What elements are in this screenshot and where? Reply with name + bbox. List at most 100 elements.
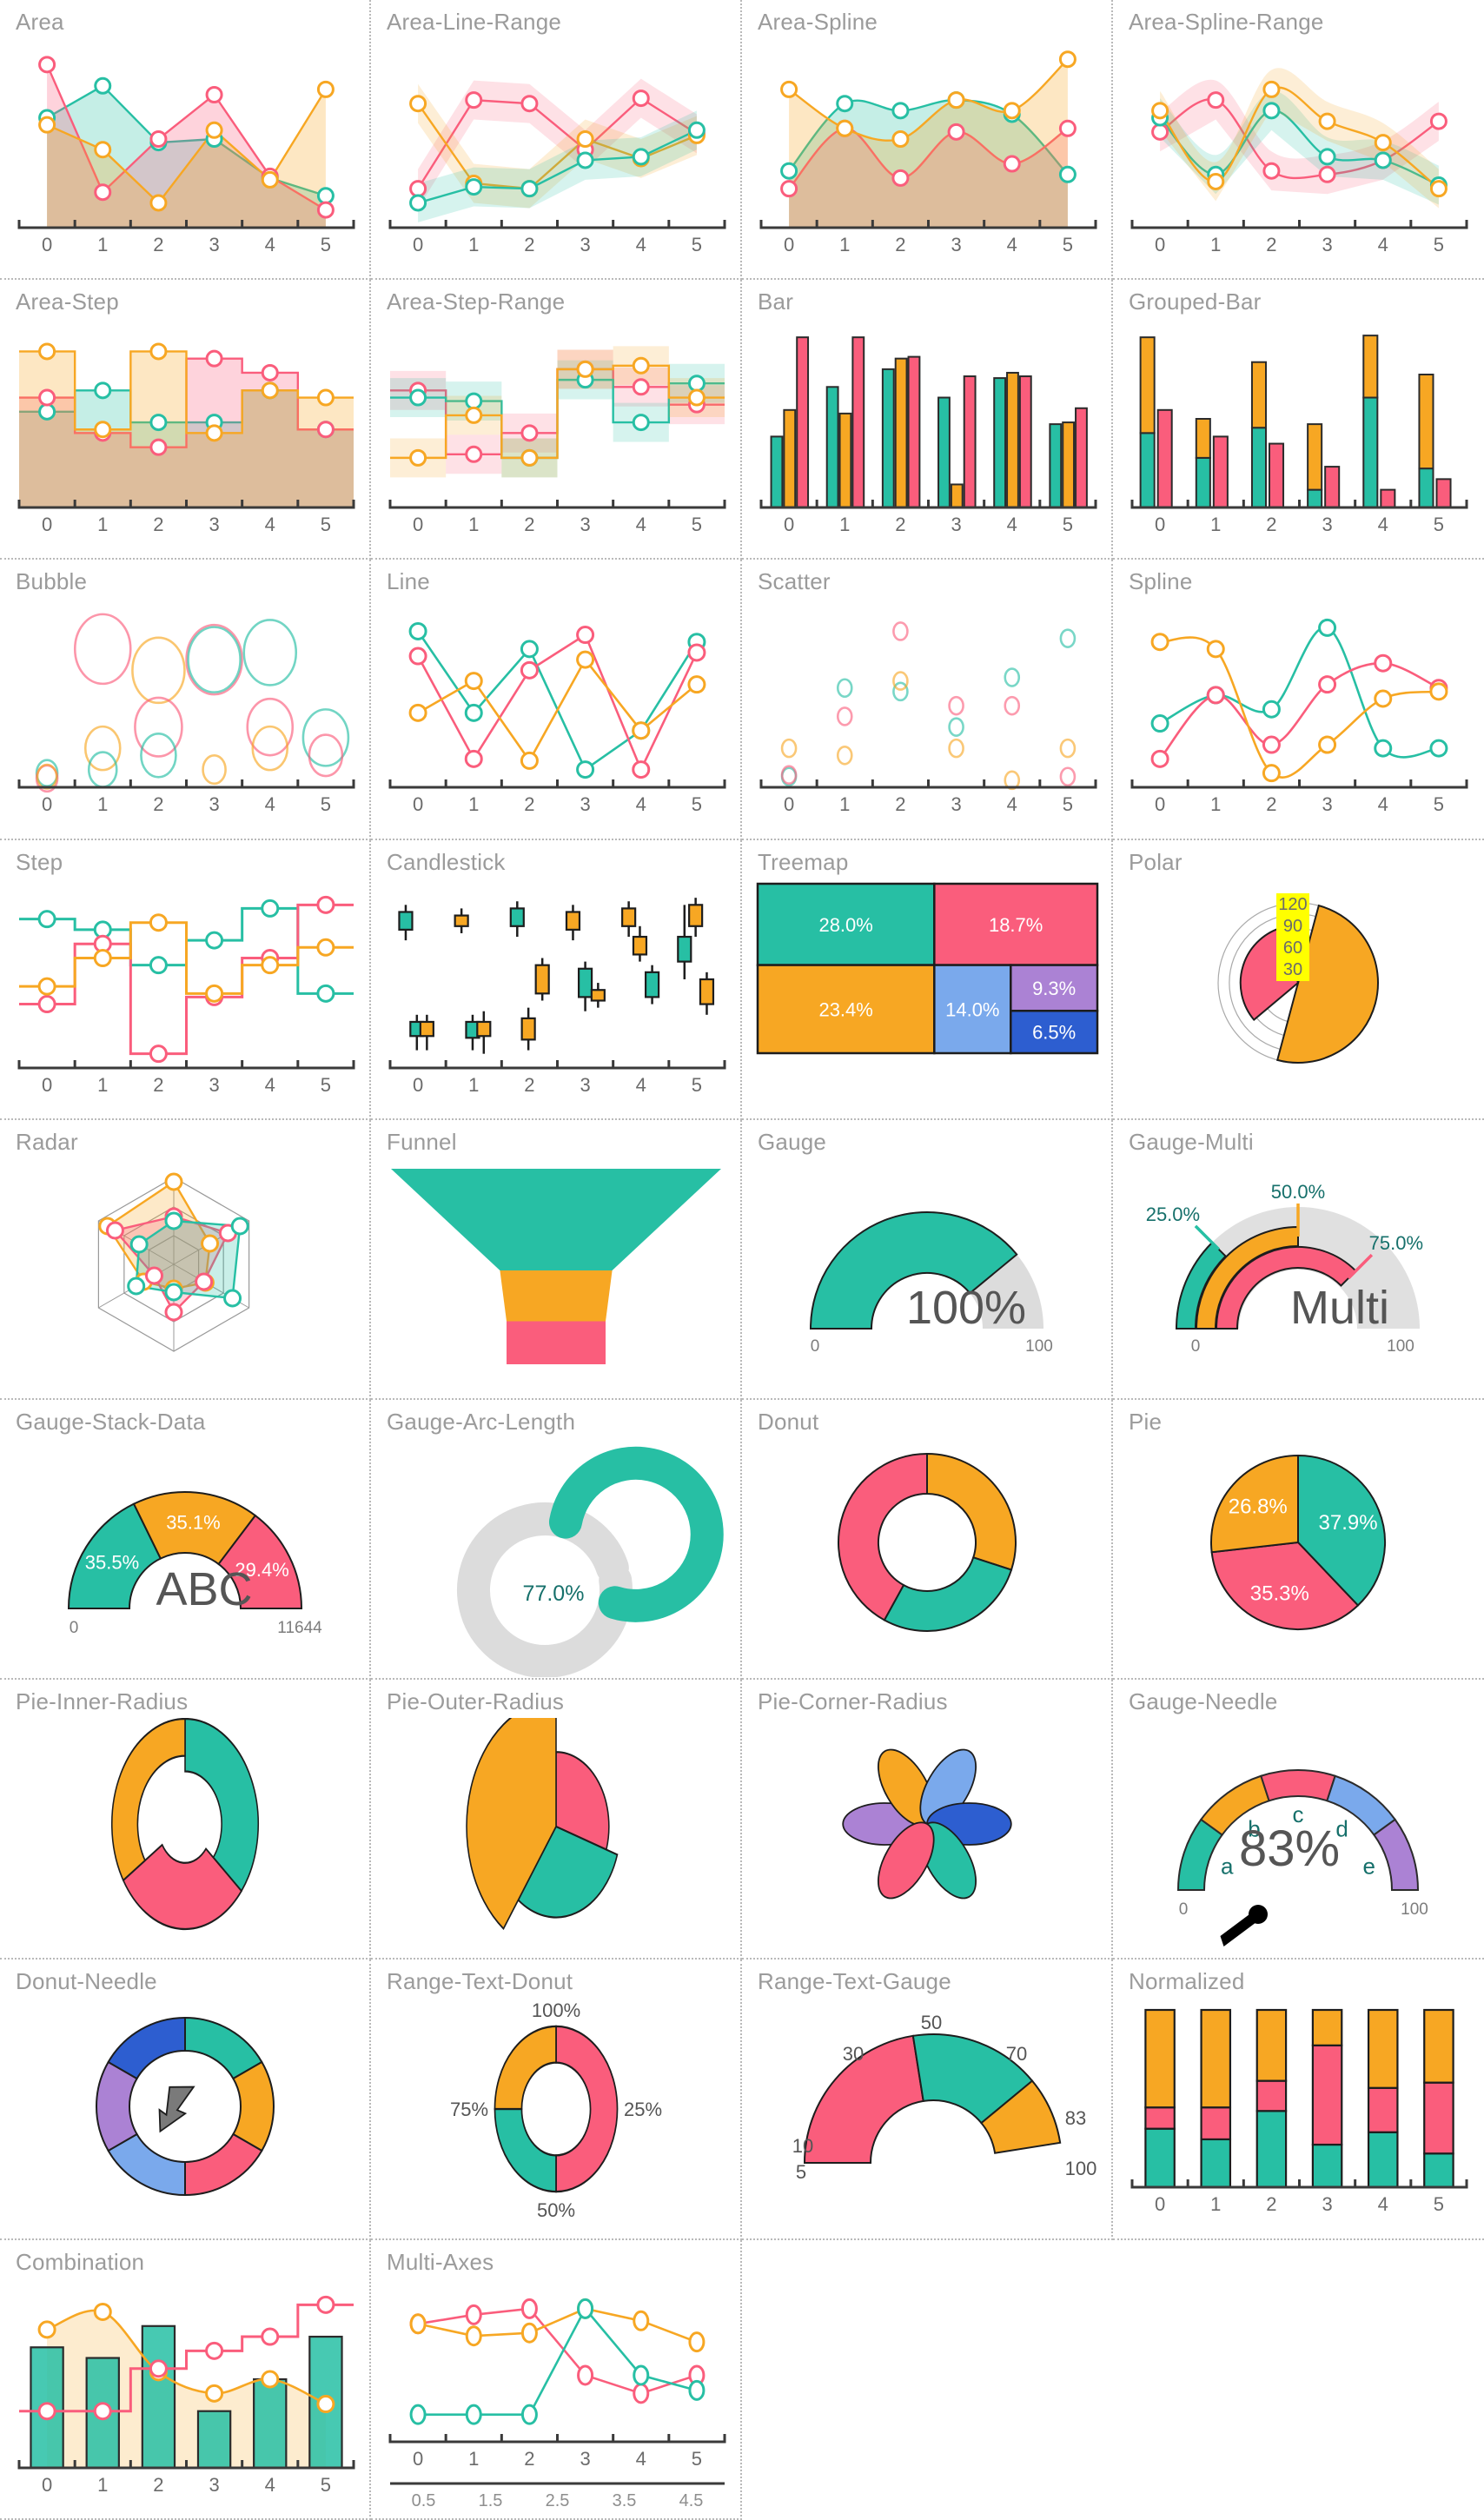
chart-cell-candlestick[interactable]: Candlestick 0 1 2 3 4 5 bbox=[371, 839, 742, 1120]
chart-cell-area-spline-range[interactable]: Area-Spline-Range 0 1 2 3 4 5 bbox=[1113, 0, 1484, 281]
axis-tick-label: 1 bbox=[468, 514, 479, 535]
gauge-segment[interactable] bbox=[980, 2079, 1062, 2155]
chart-cell-bubble[interactable]: Bubble 0 1 2 3 4 5 bbox=[0, 560, 371, 840]
gauge-segment[interactable] bbox=[132, 1490, 257, 1566]
pie-slice[interactable] bbox=[1297, 1454, 1386, 1607]
chart-cell-polar[interactable]: Polar 120 90 60 30 bbox=[1113, 839, 1484, 1120]
axis-tick-label: 4 bbox=[1378, 234, 1388, 255]
data-point-marker bbox=[316, 2295, 335, 2314]
gauge-segment[interactable] bbox=[911, 2033, 1034, 2125]
chart-cell-multi-axes[interactable]: Multi-Axes 0 1 2 3 4 5 0.5 1.5 2.5 3.5 4.5 bbox=[371, 2239, 742, 2520]
pie-petal[interactable] bbox=[867, 1814, 945, 1907]
chart-cell-area-step-range[interactable]: Area-Step-Range 0 1 2 3 4 5 bbox=[371, 280, 742, 560]
gauge-band[interactable] bbox=[1372, 1818, 1420, 1892]
pie-slice[interactable] bbox=[110, 1718, 186, 1882]
chart-title-polar: Polar bbox=[1129, 848, 1183, 875]
chart-cell-pie-inner-radius[interactable]: Pie-Inner-Radius bbox=[0, 1680, 371, 1960]
chart-cell-gauge[interactable]: Gauge 100% 0 100 bbox=[742, 1119, 1113, 1400]
chart-cell-range-text-donut[interactable]: Range-Text-Donut 100% 25% 50% 75% bbox=[371, 1960, 742, 2240]
axis-tick-label: 3 bbox=[951, 793, 961, 815]
scatter-point bbox=[1004, 696, 1021, 716]
gauge-segment[interactable] bbox=[217, 1514, 303, 1609]
gauge-band-label: e bbox=[1363, 1854, 1375, 1880]
chart-cell-area-line-range[interactable]: Area-Line-Range 0 1 2 3 4 5 bbox=[371, 0, 742, 281]
candle-body bbox=[677, 935, 692, 963]
funnel-stage[interactable] bbox=[500, 1270, 613, 1322]
pie-slice[interactable] bbox=[838, 1452, 928, 1621]
chart-cell-pie-outer-radius[interactable]: Pie-Outer-Radius bbox=[371, 1680, 742, 1960]
data-point-marker bbox=[316, 938, 335, 957]
area-fill bbox=[19, 390, 354, 508]
gauge-segment[interactable] bbox=[803, 2034, 924, 2165]
chart-cell-step[interactable]: Step 0 1 2 3 4 5 bbox=[0, 839, 371, 1120]
data-point-marker bbox=[261, 170, 279, 189]
chart-cell-donut-needle[interactable]: Donut-Needle bbox=[0, 1960, 371, 2240]
chart-cell-treemap[interactable]: Treemap 28.0% 18.7% 23.4% 14.0% 9.3% 6.5% bbox=[742, 839, 1113, 1120]
donut-slice[interactable] bbox=[494, 2108, 557, 2193]
polar-sector[interactable] bbox=[1275, 904, 1379, 1064]
axis-tick-label: 2 bbox=[895, 234, 905, 255]
treemap-tile[interactable] bbox=[933, 963, 1012, 1054]
treemap-tile[interactable] bbox=[756, 963, 936, 1054]
gauge-arc-label: 50.0% bbox=[1271, 1181, 1325, 1203]
chart-cell-pie-corner-radius[interactable]: Pie-Corner-Radius bbox=[742, 1680, 1113, 1960]
pie-slice[interactable] bbox=[555, 1751, 610, 1852]
chart-svg-line: 0 1 2 3 4 5 bbox=[388, 622, 726, 815]
gauge-arc-label: 25.0% bbox=[1146, 1204, 1200, 1225]
chart-cell-combination[interactable]: Combination 0 1 2 3 4 5 bbox=[0, 2239, 371, 2520]
chart-cell-normalized[interactable]: Normalized 0 1 2 3 4 5 bbox=[1113, 1960, 1484, 2240]
data-point-marker bbox=[205, 121, 223, 139]
bar bbox=[1380, 488, 1396, 509]
donut-slice[interactable] bbox=[184, 2132, 263, 2197]
pie-slice[interactable] bbox=[517, 1825, 619, 1919]
x-axis-line bbox=[388, 1059, 726, 1070]
donut-slice[interactable] bbox=[494, 2026, 557, 2111]
treemap-tile[interactable] bbox=[1010, 1009, 1099, 1054]
combo-step bbox=[19, 2303, 354, 2412]
chart-cell-bar[interactable]: Bar 0 1 2 3 4 5 bbox=[742, 280, 1113, 560]
chart-cell-gauge-arc-length[interactable]: Gauge-Arc-Length 77.0% bbox=[371, 1399, 742, 1681]
gauge-band[interactable] bbox=[1260, 1769, 1336, 1802]
funnel-stage[interactable] bbox=[507, 1321, 606, 1364]
donut-slice[interactable] bbox=[555, 2026, 619, 2193]
axis-tick-label: 4 bbox=[636, 793, 646, 815]
chart-cell-funnel[interactable]: Funnel bbox=[371, 1119, 742, 1400]
data-point-marker bbox=[688, 2379, 706, 2401]
chart-cell-donut[interactable]: Donut bbox=[742, 1399, 1113, 1681]
data-point-marker bbox=[465, 91, 483, 109]
treemap-tile[interactable] bbox=[933, 882, 1099, 966]
data-point-marker bbox=[38, 403, 56, 421]
pie-slice[interactable] bbox=[1210, 1454, 1299, 1554]
gauge-segment[interactable] bbox=[67, 1502, 162, 1609]
chart-cell-gauge-multi[interactable]: Gauge-Multi 25.0% 50.0% 75.0% Multi 0 100 bbox=[1113, 1119, 1484, 1400]
chart-title-range-text-gauge: Range-Text-Gauge bbox=[758, 1968, 951, 1995]
chart-plot-pie-outer-radius bbox=[371, 1718, 740, 1957]
chart-cell-gauge-stack-data[interactable]: Gauge-Stack-Data 35.5% 35.1% 29.4% ABC 0 11644 bbox=[0, 1399, 371, 1681]
chart-cell-grouped-bar[interactable]: Grouped-Bar 0 1 2 3 4 5 bbox=[1113, 280, 1484, 560]
chart-cell-pie[interactable]: Pie 37.9% 35.3% 26.8% bbox=[1113, 1399, 1484, 1681]
chart-cell-radar[interactable]: Radar bbox=[0, 1119, 371, 1400]
chart-cell-range-text-gauge[interactable]: Range-Text-Gauge 5 10 30 50 70 83 100 bbox=[742, 1960, 1113, 2240]
funnel-stage[interactable] bbox=[391, 1168, 721, 1270]
pie-slice[interactable] bbox=[926, 1452, 1017, 1571]
chart-cell-gauge-needle[interactable]: Gauge-Needle a b c d e 83% 0 100 bbox=[1113, 1680, 1484, 1960]
data-point-marker bbox=[632, 148, 650, 166]
donut-slice[interactable] bbox=[107, 2017, 186, 2080]
chart-cell-area-spline[interactable]: Area-Spline 0 1 2 3 4 5 bbox=[742, 0, 1113, 281]
chart-svg-area-step: 0 1 2 3 4 5 bbox=[17, 342, 355, 535]
chart-cell-area-step[interactable]: Area-Step 0 1 2 3 4 5 bbox=[0, 280, 371, 560]
chart-svg-area-line-range: 0 1 2 3 4 5 bbox=[388, 78, 726, 255]
chart-cell-line[interactable]: Line 0 1 2 3 4 5 bbox=[371, 560, 742, 840]
axis-secondary-tick-label: 4.5 bbox=[679, 2491, 704, 2510]
bubble bbox=[140, 733, 177, 779]
chart-plot-radar bbox=[0, 1158, 369, 1397]
chart-cell-scatter[interactable]: Scatter 0 1 2 3 4 5 bbox=[742, 560, 1113, 840]
chart-cell-spline[interactable]: Spline 0 1 2 3 4 5 bbox=[1113, 560, 1484, 840]
pie-slice[interactable] bbox=[184, 1718, 259, 1893]
chart-cell-area[interactable]: Area 0 1 2 3 4 5 bbox=[0, 0, 371, 281]
pie-slice[interactable] bbox=[883, 1555, 1013, 1632]
pie-slice[interactable] bbox=[1210, 1541, 1360, 1630]
pie-slice[interactable] bbox=[122, 1843, 243, 1931]
pie-slice[interactable] bbox=[466, 1718, 557, 1931]
chart-svg-scatter: 0 1 2 3 4 5 bbox=[759, 621, 1097, 815]
